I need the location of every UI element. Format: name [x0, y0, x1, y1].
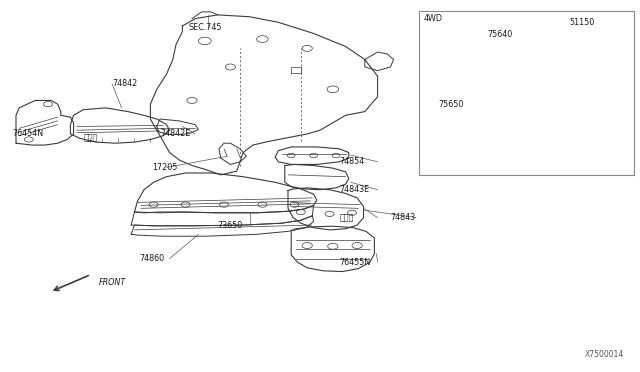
Text: 17205: 17205	[152, 163, 178, 172]
Text: X7500014: X7500014	[585, 350, 624, 359]
Text: FRONT: FRONT	[99, 278, 127, 287]
Text: 75640: 75640	[488, 30, 513, 39]
Text: 非装无: 非装无	[339, 213, 353, 222]
Text: 76454N: 76454N	[13, 129, 44, 138]
Text: 4WD: 4WD	[424, 14, 443, 23]
Text: 74843E: 74843E	[339, 185, 369, 194]
Text: 74854: 74854	[339, 157, 364, 166]
Text: 非装无: 非装无	[83, 133, 97, 142]
Bar	[419, 11, 634, 175]
Text: SEC.745: SEC.745	[189, 23, 222, 32]
Text: 74843: 74843	[390, 213, 415, 222]
Text: 51150: 51150	[570, 18, 595, 27]
Text: 75650: 75650	[438, 100, 464, 109]
Text: 76455N: 76455N	[339, 258, 371, 267]
Text: 74842: 74842	[112, 79, 137, 88]
Text: 74842E: 74842E	[160, 129, 190, 138]
Text: 74860: 74860	[140, 254, 164, 263]
Text: 73650: 73650	[218, 221, 243, 230]
